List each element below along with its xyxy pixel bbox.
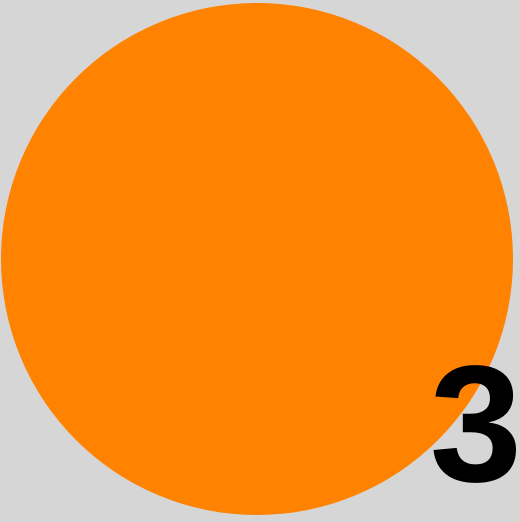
orange-circle [1,3,513,515]
number-label: 3 [429,332,520,517]
